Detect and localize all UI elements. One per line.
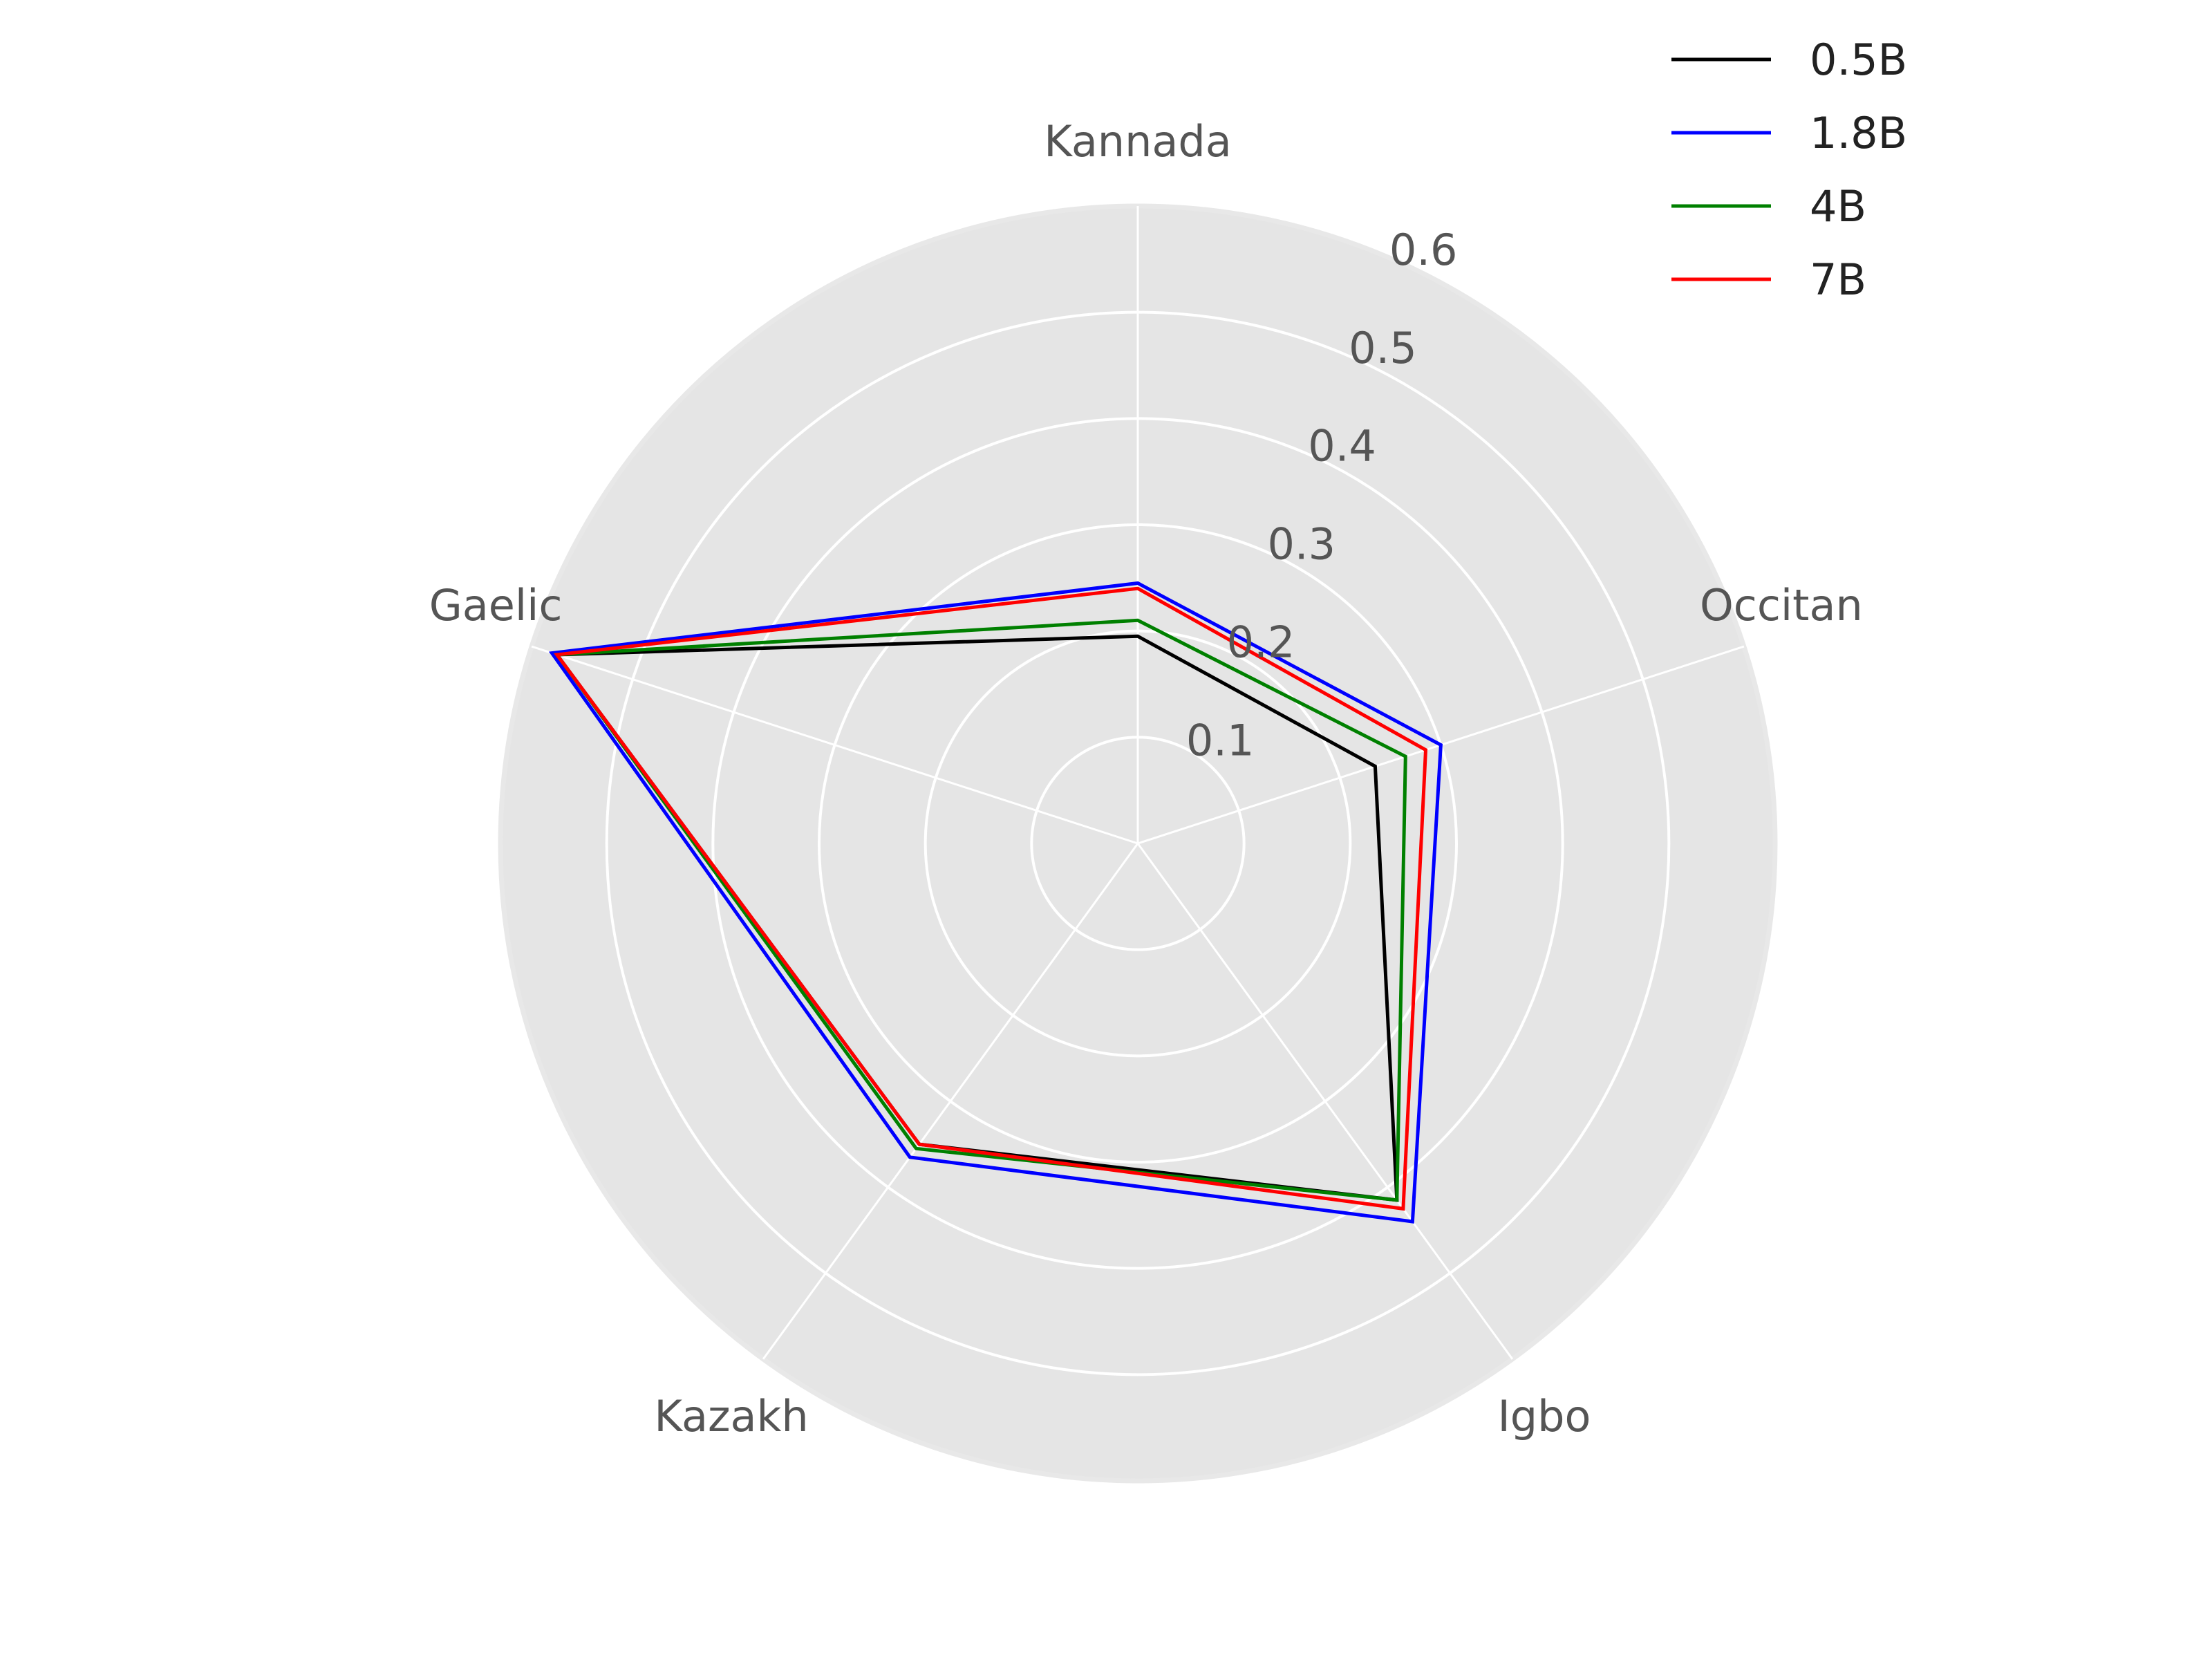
radial-tick-label: 0.5: [1349, 323, 1417, 373]
radial-tick-label: 0.1: [1186, 716, 1255, 766]
legend-label-4B: 4B: [1810, 181, 1866, 232]
grid-spoke: [531, 645, 1138, 845]
category-label-igbo: Igbo: [1497, 1391, 1591, 1441]
radial-tick-label: 0.2: [1227, 617, 1295, 668]
grid-spoke: [762, 843, 1139, 1360]
radial-tick-label: 0.6: [1389, 225, 1458, 275]
category-label-kazakh: Kazakh: [654, 1391, 808, 1441]
legend-label-1.8B: 1.8B: [1810, 108, 1907, 158]
series-line-7B: [554, 586, 1428, 1211]
series-line-1.8B: [548, 581, 1443, 1224]
legend-label-0.5B: 0.5B: [1810, 35, 1907, 85]
legend-label-7B: 7B: [1810, 254, 1866, 305]
category-label-occitan: Occitan: [1700, 580, 1863, 631]
series-line-0.5B: [553, 634, 1399, 1202]
category-label-gaelic: Gaelic: [429, 580, 563, 631]
radial-tick-label: 0.4: [1308, 421, 1376, 471]
grid-spoke: [1136, 843, 1514, 1360]
category-label-kannada: Kannada: [1044, 116, 1232, 167]
radial-tick-label: 0.3: [1267, 519, 1335, 570]
